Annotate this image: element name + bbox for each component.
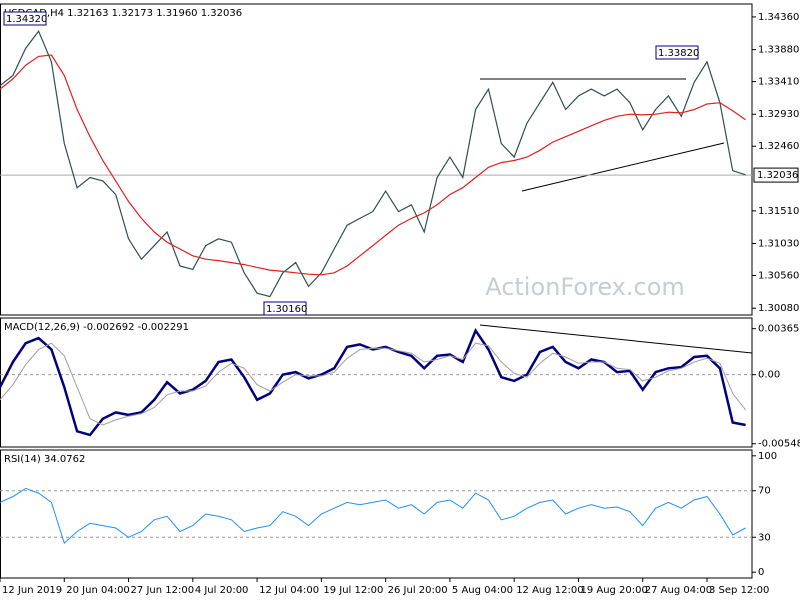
x-tick-label: 5 Aug 04:00 [452, 585, 513, 596]
y-tick-label: 0 [758, 567, 764, 578]
y-tick-label: 1.32460 [758, 141, 799, 152]
watermark: ActionForex.com [485, 273, 685, 301]
y-tick-label: 1.34360 [758, 12, 799, 23]
y-tick-label: 0.00 [758, 370, 780, 381]
x-tick-label: 19 Jul 12:00 [323, 585, 383, 596]
series-line [0, 487, 746, 544]
x-tick-label: 12 Jul 04:00 [259, 585, 319, 596]
y-tick-label: -0.005489 [758, 439, 800, 450]
y-tick-label: 1.31510 [758, 206, 799, 217]
x-tick-label: 26 Jul 20:00 [388, 585, 448, 596]
x-tick-label: 27 Aug 04:00 [645, 585, 712, 596]
y-tick-label: 1.33410 [758, 77, 799, 88]
x-tick-label: 20 Jun 04:00 [66, 585, 130, 596]
x-tick-label: 12 Jun 2019 [2, 585, 62, 596]
macd-trendline [479, 324, 753, 354]
annotation-label: 1.34320 [6, 14, 47, 25]
y-tick-label: 1.32930 [758, 109, 799, 120]
support-trendline [521, 142, 725, 192]
panel-title: RSI(14) 34.0762 [4, 454, 85, 465]
series-line [0, 327, 746, 437]
x-tick-label: 19 Aug 20:00 [580, 585, 647, 596]
annotation-label: 1.33820 [658, 48, 699, 59]
x-tick-label: 4 Jul 20:00 [195, 585, 249, 596]
annotation-box [655, 45, 699, 60]
x-tick-label: 27 Jun 12:00 [131, 585, 195, 596]
y-tick-label: 70 [758, 486, 771, 497]
annotation-box [3, 11, 47, 26]
panel-title: MACD(12,26,9) -0.002692 -0.002291 [4, 322, 189, 333]
y-tick-label: 30 [758, 532, 771, 543]
y-tick-label: 1.30560 [758, 271, 799, 282]
series-line [0, 30, 746, 298]
y-tick-label: 1.30080 [758, 303, 799, 314]
series-line [0, 54, 746, 276]
series-line [0, 342, 746, 426]
y-tick-label: 1.31030 [758, 239, 799, 250]
panel-title: USDCAD,H4 1.32163 1.32173 1.31960 1.3203… [4, 8, 242, 19]
x-tick-label: 12 Aug 12:00 [516, 585, 583, 596]
annotation-label: 1.30160 [266, 304, 307, 315]
panel-frame [0, 449, 753, 579]
panel-frame [0, 3, 753, 316]
annotation-box [263, 301, 307, 316]
last-price-label: 1.32036 [757, 170, 798, 181]
x-tick-label: 3 Sep 12:00 [709, 585, 769, 596]
y-tick-label: 1.33880 [758, 45, 799, 56]
y-tick-label: 100 [758, 451, 777, 462]
last-price-box [753, 167, 799, 183]
panel-frame [0, 317, 753, 448]
y-tick-label: 0.003651 [758, 324, 800, 335]
